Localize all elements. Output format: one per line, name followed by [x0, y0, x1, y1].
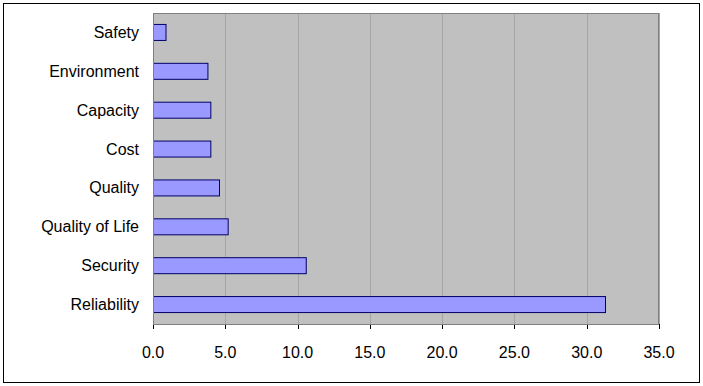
- category-label: Capacity: [77, 102, 139, 119]
- tick-label: 10.0: [282, 344, 313, 361]
- category-label: Cost: [106, 141, 139, 158]
- grid-line: [442, 13, 443, 324]
- category-label: Quality: [89, 179, 139, 196]
- bar: [153, 141, 211, 157]
- tick-label: 35.0: [643, 344, 674, 361]
- bar: [153, 258, 306, 274]
- tick-label: 30.0: [571, 344, 602, 361]
- tick-mark: [659, 324, 660, 329]
- tick-label: 25.0: [499, 344, 530, 361]
- grid-line: [370, 13, 371, 324]
- plot-frame: [154, 14, 659, 325]
- category-label: Security: [81, 257, 139, 274]
- category-label: Safety: [94, 24, 139, 41]
- tick-label: 20.0: [427, 344, 458, 361]
- grid-line: [587, 13, 588, 324]
- bar: [153, 63, 208, 79]
- category-label: Quality of Life: [41, 218, 139, 235]
- grid-line: [225, 13, 226, 324]
- bar: [153, 102, 211, 118]
- bar: [153, 219, 228, 235]
- plot-background: [153, 13, 659, 324]
- bar: [153, 180, 220, 196]
- chart-container: 0.0 5.0 10.0 15.0 20.0 25.0 30.0 35.0 Safety Envi…: [0, 0, 703, 386]
- bars: [153, 24, 606, 312]
- grid-line: [298, 13, 299, 324]
- grid-line: [659, 13, 660, 324]
- bar: [153, 24, 166, 40]
- chart-frame: [4, 4, 700, 383]
- bar: [153, 297, 606, 313]
- tick-label: 15.0: [354, 344, 385, 361]
- tick-label: 0.0: [142, 344, 164, 361]
- grid-line: [514, 13, 515, 324]
- chart-svg: 0.0 5.0 10.0 15.0 20.0 25.0 30.0 35.0 Safety Envi…: [0, 0, 703, 386]
- category-label: Reliability: [71, 296, 139, 313]
- tick-label: 5.0: [214, 344, 236, 361]
- category-label: Environment: [49, 63, 139, 80]
